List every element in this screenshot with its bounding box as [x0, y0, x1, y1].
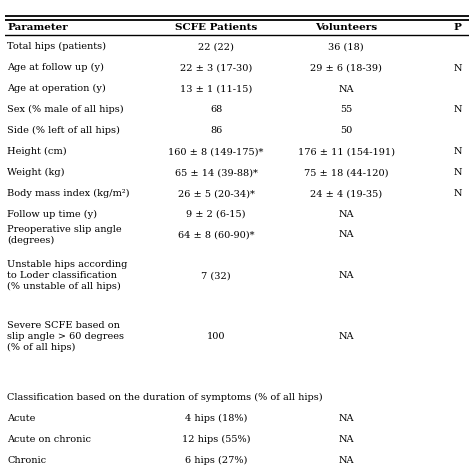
Text: 9 ± 2 (6-15): 9 ± 2 (6-15): [186, 210, 246, 219]
Text: 160 ± 8 (149-175)*: 160 ± 8 (149-175)*: [168, 147, 264, 156]
Text: N: N: [454, 105, 462, 114]
Text: NA: NA: [338, 230, 354, 239]
Text: 29 ± 6 (18-39): 29 ± 6 (18-39): [310, 64, 382, 73]
Text: NA: NA: [338, 271, 354, 280]
Text: Age at operation (y): Age at operation (y): [7, 84, 106, 93]
Text: N: N: [454, 189, 462, 198]
Text: 86: 86: [210, 127, 222, 136]
Text: N: N: [454, 147, 462, 156]
Text: Height (cm): Height (cm): [7, 147, 67, 156]
Text: 13 ± 1 (11-15): 13 ± 1 (11-15): [180, 84, 252, 93]
Text: NA: NA: [338, 332, 354, 341]
Text: Chronic: Chronic: [7, 456, 46, 465]
Text: 64 ± 8 (60-90)*: 64 ± 8 (60-90)*: [178, 230, 255, 239]
Text: Preoperative slip angle
(degrees): Preoperative slip angle (degrees): [7, 225, 122, 245]
Text: Total hips (patients): Total hips (patients): [7, 42, 106, 51]
Text: 7 (32): 7 (32): [201, 271, 231, 280]
Text: Body mass index (kg/m²): Body mass index (kg/m²): [7, 189, 129, 198]
Text: Unstable hips according
to Loder classification
(% unstable of all hips): Unstable hips according to Loder classif…: [7, 260, 128, 291]
Text: Side (% left of all hips): Side (% left of all hips): [7, 126, 120, 135]
Text: Volunteers: Volunteers: [315, 23, 377, 32]
Text: Follow up time (y): Follow up time (y): [7, 210, 97, 219]
Text: 100: 100: [207, 332, 225, 341]
Text: P: P: [454, 23, 462, 32]
Text: SCFE Patients: SCFE Patients: [175, 23, 257, 32]
Text: 75 ± 18 (44-120): 75 ± 18 (44-120): [304, 168, 388, 177]
Text: Acute: Acute: [7, 414, 36, 423]
Text: 68: 68: [210, 105, 222, 114]
Text: 6 hips (27%): 6 hips (27%): [185, 456, 247, 465]
Text: Parameter: Parameter: [7, 23, 68, 32]
Text: Acute on chronic: Acute on chronic: [7, 435, 91, 444]
Text: 12 hips (55%): 12 hips (55%): [182, 435, 250, 444]
Text: Age at follow up (y): Age at follow up (y): [7, 63, 104, 72]
Text: NA: NA: [338, 414, 354, 423]
Text: 50: 50: [340, 127, 352, 136]
Text: 55: 55: [340, 105, 352, 114]
Text: 26 ± 5 (20-34)*: 26 ± 5 (20-34)*: [178, 189, 255, 198]
Text: 22 (22): 22 (22): [198, 43, 234, 52]
Text: 176 ± 11 (154-191): 176 ± 11 (154-191): [298, 147, 395, 156]
Text: 4 hips (18%): 4 hips (18%): [185, 414, 247, 423]
Text: Weight (kg): Weight (kg): [7, 168, 64, 177]
Text: N: N: [454, 64, 462, 73]
Text: NA: NA: [338, 84, 354, 93]
Text: Sex (% male of all hips): Sex (% male of all hips): [7, 105, 124, 114]
Text: Classification based on the duration of symptoms (% of all hips): Classification based on the duration of …: [7, 393, 323, 402]
Text: N: N: [454, 168, 462, 177]
Text: NA: NA: [338, 435, 354, 444]
Text: 65 ± 14 (39-88)*: 65 ± 14 (39-88)*: [174, 168, 257, 177]
Text: 24 ± 4 (19-35): 24 ± 4 (19-35): [310, 189, 382, 198]
Text: 22 ± 3 (17-30): 22 ± 3 (17-30): [180, 64, 252, 73]
Text: NA: NA: [338, 456, 354, 465]
Text: NA: NA: [338, 210, 354, 219]
Text: Severe SCFE based on
slip angle > 60 degrees
(% of all hips): Severe SCFE based on slip angle > 60 deg…: [7, 321, 124, 352]
Text: 36 (18): 36 (18): [328, 43, 364, 52]
